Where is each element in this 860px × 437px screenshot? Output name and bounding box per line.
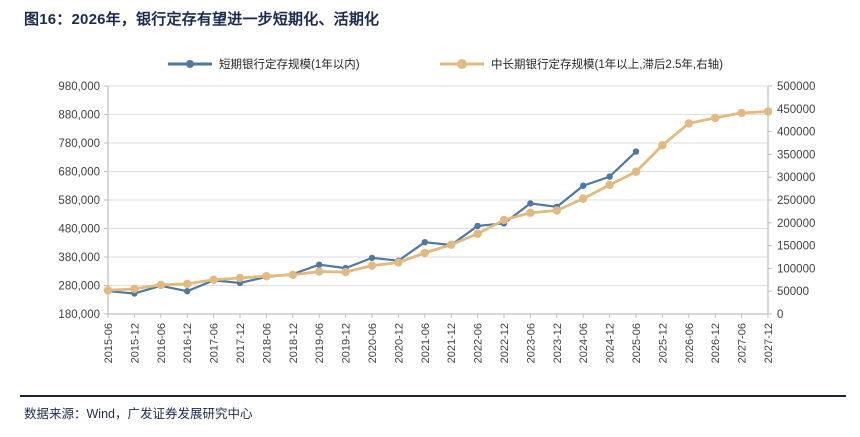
series-medium-long-term-deposits-marker: [631, 167, 641, 176]
left-axis-tick-label: 280,000: [58, 281, 100, 293]
series-medium-long-term-deposits-marker: [684, 119, 693, 128]
series-medium-long-term-deposits-marker: [156, 280, 165, 290]
legend-marker-swatch: [457, 59, 467, 69]
series-short-term-deposits-marker: [606, 173, 613, 180]
series-medium-long-term-deposits-marker: [130, 284, 139, 294]
footer-divider: [20, 395, 846, 397]
x-axis-tick-label: 2025-06: [631, 323, 643, 363]
x-axis-tick-label: 2020-12: [393, 323, 405, 363]
right-axis-tick-label: 450000: [777, 104, 815, 116]
series-short-term-deposits-marker: [316, 261, 323, 268]
right-axis-tick-label: 100000: [777, 263, 815, 275]
series-short-term-deposits-marker: [368, 254, 376, 262]
x-axis-tick-label: 2026-12: [710, 323, 722, 363]
series-medium-long-term-deposits-marker: [605, 180, 614, 190]
series-short-term-deposits-marker: [632, 148, 640, 155]
x-axis-tick-label: 2027-12: [763, 323, 775, 363]
series-medium-long-term-deposits-marker: [579, 194, 588, 203]
x-axis-tick-label: 2016-12: [182, 323, 194, 363]
x-axis-tick-label: 2018-06: [261, 323, 273, 363]
left-axis-tick-label: 380,000: [58, 252, 100, 264]
series-medium-long-term-deposits-marker: [763, 107, 773, 116]
left-axis-tick-label: 880,000: [58, 110, 100, 122]
legend-item-short-term-deposits: 短期银行定存规模(1年以内): [168, 57, 360, 71]
series-short-term-deposits-marker: [421, 238, 428, 246]
x-axis-tick-label: 2023-06: [525, 323, 537, 363]
series-medium-long-term-deposits-marker: [473, 229, 482, 238]
series-medium-long-term-deposits-marker: [711, 113, 720, 123]
x-axis-tick-label: 2026-06: [684, 323, 696, 363]
x-axis-tick-label: 2016-06: [156, 323, 168, 363]
right-axis-tick-label: 350000: [777, 149, 815, 161]
series-medium-long-term-deposits-marker: [367, 261, 377, 270]
right-axis-tick-label: 50000: [777, 286, 809, 298]
series-medium-long-term-deposits-marker: [737, 108, 746, 118]
series-medium-long-term-deposits-marker: [658, 141, 667, 150]
right-axis-tick-label: 250000: [777, 195, 815, 207]
data-source-text: 数据来源：Wind，广发证券发展研究中心: [24, 407, 253, 421]
x-axis-tick-label: 2025-12: [657, 323, 669, 363]
right-axis-tick-label: 500000: [777, 81, 815, 93]
series-medium-long-term-deposits-marker: [526, 208, 535, 217]
chart-title: 图16：2026年，银行定存有望进一步短期化、活期化: [24, 11, 380, 28]
series-medium-long-term-deposits-line: [106, 110, 770, 292]
series-medium-long-term-deposits-marker: [552, 206, 561, 215]
series-short-term-deposits-marker: [580, 182, 587, 189]
series-medium-long-term-deposits-marker: [315, 267, 324, 276]
series-medium-long-term-deposits-marker: [183, 279, 192, 289]
legend-marker-swatch: [186, 60, 194, 68]
x-axis-tick-label: 2023-12: [552, 323, 564, 363]
right-axis-tick-label: 300000: [777, 172, 815, 184]
series-short-term-deposits-marker: [474, 222, 481, 230]
right-axis-tick-label: 200000: [777, 218, 815, 230]
series-medium-long-term-deposits-marker: [394, 258, 403, 267]
left-axis-tick-label: 580,000: [58, 195, 100, 207]
series-medium-long-term-deposits-marker: [499, 215, 509, 225]
legend-label: 中长期银行定存规模(1年以上,滞后2.5年,右轴): [491, 57, 723, 71]
x-axis-tick-label: 2015-06: [103, 323, 115, 363]
x-axis-tick-label: 2024-12: [605, 323, 617, 363]
x-axis-tick-label: 2024-06: [578, 323, 590, 363]
x-axis-tick-label: 2017-12: [235, 323, 247, 363]
left-axis-tick-label: 680,000: [58, 167, 100, 179]
legend-label: 短期银行定存规模(1年以内): [219, 57, 360, 71]
x-axis-tick-label: 2021-12: [446, 323, 458, 363]
series-medium-long-term-deposits-marker: [209, 275, 218, 284]
legend-item-medium-long-term-deposits: 中长期银行定存规模(1年以上,滞后2.5年,右轴): [440, 57, 723, 71]
series-medium-long-term-deposits-marker: [103, 286, 113, 295]
x-axis-tick-label: 2022-06: [473, 323, 485, 363]
series-medium-long-term-deposits-marker: [420, 248, 429, 258]
series-medium-long-term-deposits-marker: [341, 267, 350, 277]
series-medium-long-term-deposits-marker: [288, 270, 297, 279]
x-axis-tick-label: 2015-12: [129, 323, 141, 363]
x-axis-tick-label: 2017-06: [209, 323, 221, 363]
series-short-term-deposits-line: [106, 150, 638, 295]
right-axis-tick-label: 400000: [777, 127, 815, 139]
right-axis-tick-label: 150000: [777, 241, 815, 253]
x-axis-tick-label: 2018-12: [288, 323, 300, 363]
x-axis-tick-label: 2027-06: [737, 323, 749, 363]
x-axis-tick-label: 2019-12: [341, 323, 353, 363]
series-short-term-deposits-marker: [527, 200, 534, 207]
left-axis-tick-label: 180,000: [58, 309, 100, 321]
x-axis-tick-label: 2019-06: [314, 323, 326, 363]
left-axis-tick-label: 480,000: [58, 224, 100, 236]
left-axis-tick-label: 780,000: [58, 138, 100, 150]
x-axis-tick-label: 2020-06: [367, 323, 379, 363]
x-axis-tick-label: 2022-12: [499, 323, 511, 363]
x-axis-tick-label: 2021-06: [420, 323, 432, 363]
series-medium-long-term-deposits-marker: [447, 240, 456, 249]
series-short-term-deposits-marker: [184, 288, 191, 295]
series-medium-long-term-deposits-marker: [235, 273, 245, 283]
series-medium-long-term-deposits-marker: [262, 271, 271, 281]
right-axis-tick-label: 0: [777, 309, 783, 321]
left-axis-tick-label: 980,000: [58, 81, 100, 93]
